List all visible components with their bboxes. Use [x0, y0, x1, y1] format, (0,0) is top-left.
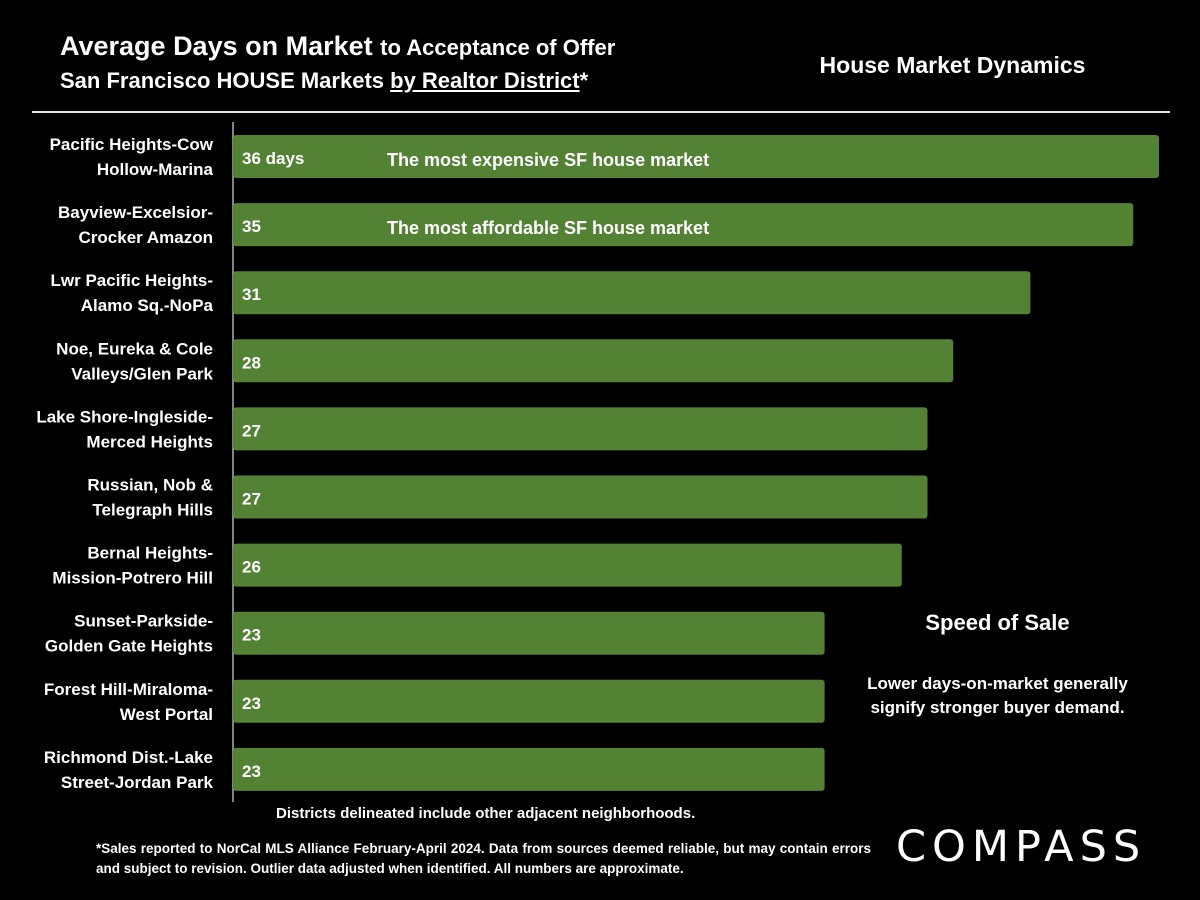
bar: [233, 611, 825, 655]
category-label: Russian, Nob &: [87, 476, 213, 495]
category-label: West Portal: [120, 705, 213, 724]
category-label: Mission-Potrero Hill: [52, 569, 213, 588]
data-label: 27: [242, 421, 261, 440]
category-label: Sunset-Parkside-: [74, 612, 213, 631]
title-rest: to Acceptance of Offer: [380, 35, 616, 60]
bar-chart: 36 days Pacific Heights-Cow Hollow-Marina 3…: [36, 122, 1159, 802]
data-label: 23: [242, 762, 261, 781]
footnote: *Sales reported to NorCal MLS Alliance F…: [96, 841, 871, 876]
category-label: Forest Hill-Miraloma-: [44, 680, 213, 699]
bar-annotation: The most expensive SF house market: [387, 150, 709, 170]
bar: [233, 475, 928, 519]
speed-of-sale-text: Lower days-on-market generally signify s…: [867, 674, 1128, 717]
bar: [233, 747, 825, 791]
title-line2-underlined: by Realtor District: [390, 68, 580, 93]
category-label: Noe, Eureka & Cole: [56, 339, 213, 358]
data-label: 26: [242, 558, 261, 577]
category-label: Golden Gate Heights: [45, 637, 213, 656]
side-title: House Market Dynamics: [819, 52, 1086, 78]
data-label: 36 days: [242, 149, 304, 168]
chart-title: Average Days on Market to Acceptance of …: [60, 30, 615, 96]
title-divider: [32, 111, 1170, 113]
category-label: Lwr Pacific Heights-: [51, 271, 213, 290]
title-line2-prefix: San Francisco HOUSE Markets: [60, 68, 391, 93]
category-label: Lake Shore-Ingleside-: [36, 407, 213, 426]
category-label: Bayview-Excelsior-: [58, 203, 213, 222]
bar: [233, 135, 1159, 178]
category-label: Street-Jordan Park: [61, 773, 214, 792]
category-label: Merced Heights: [86, 432, 213, 451]
data-label: 27: [242, 490, 261, 509]
data-label: 35: [242, 217, 261, 236]
title-line-1: Average Days on Market to Acceptance of …: [60, 30, 615, 64]
data-label: 23: [242, 626, 261, 645]
category-label: Valleys/Glen Park: [71, 364, 213, 383]
bar: [233, 339, 954, 383]
districts-note: Districts delineated include other adjac…: [276, 805, 696, 822]
category-label: Bernal Heights-: [87, 544, 213, 563]
category-label: Pacific Heights-Cow: [50, 135, 214, 154]
bar: [233, 407, 928, 451]
speed-of-sale-title: Speed of Sale: [925, 610, 1070, 635]
bar: [233, 543, 902, 587]
category-label: Crocker Amazon: [79, 228, 213, 247]
category-label: Telegraph Hills: [92, 501, 213, 520]
category-label: Hollow-Marina: [97, 160, 214, 179]
title-main: Average Days on Market: [60, 31, 373, 61]
title-line-2: San Francisco HOUSE Markets by Realtor D…: [60, 66, 615, 96]
bar: [233, 203, 1134, 247]
category-label: Alamo Sq.-NoPa: [81, 296, 214, 315]
bar: [233, 271, 1031, 315]
data-label: 28: [242, 353, 261, 372]
bar: [233, 679, 825, 723]
category-label: Richmond Dist.-Lake: [44, 748, 213, 767]
compass-logo: COMPASS: [896, 822, 1147, 872]
data-label: 23: [242, 694, 261, 713]
bar-annotation: The most affordable SF house market: [387, 218, 709, 238]
data-label: 31: [242, 285, 261, 304]
title-line2-suffix: *: [579, 68, 589, 93]
